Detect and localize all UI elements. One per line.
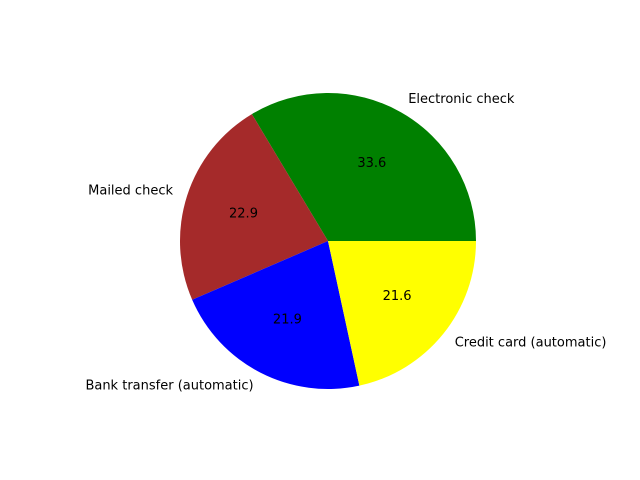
slice-label-electronic-check: Electronic check [408, 92, 515, 107]
slice-label-credit-card-automatic: Credit card (automatic) [455, 336, 607, 351]
slice-value-credit-card-automatic: 21.6 [383, 289, 412, 304]
pie-labels: Electronic check 33.6 Mailed check 22.9 Bank… [85, 92, 607, 393]
slice-value-electronic-check: 33.6 [357, 156, 386, 171]
slice-value-mailed-check: 22.9 [229, 206, 258, 221]
pie-slice-electronic-check [251, 93, 476, 241]
slice-label-mailed-check: Mailed check [88, 184, 173, 199]
pie-slice-credit-card-automatic [328, 241, 476, 386]
pie-slices [179, 93, 476, 390]
slice-value-bank-transfer-automatic: 21.9 [273, 313, 302, 328]
slice-label-bank-transfer-automatic: Bank transfer (automatic) [85, 378, 253, 393]
pie-slice-mailed-check [179, 114, 328, 300]
pie-slice-bank-transfer-automatic [192, 241, 360, 390]
